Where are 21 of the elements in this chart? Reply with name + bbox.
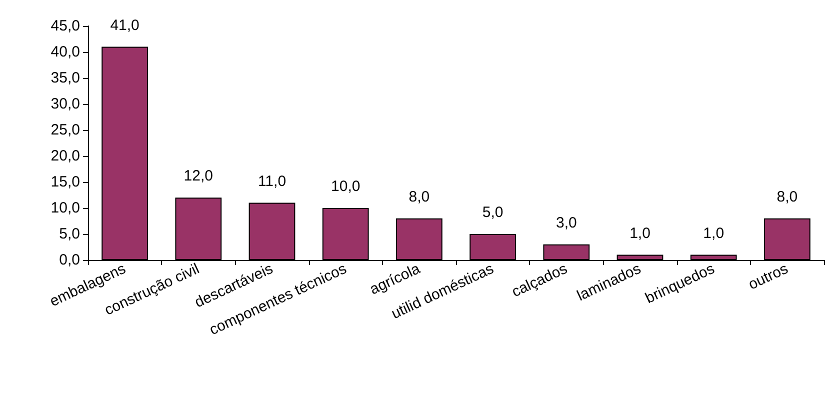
- y-tick-label: 30,0: [50, 96, 80, 112]
- data-label: 8,0: [776, 188, 798, 206]
- y-tick-label: 45,0: [50, 18, 80, 34]
- x-tick-label: outros: [746, 260, 791, 294]
- data-label: 8,0: [408, 188, 430, 206]
- y-tick-label: 15,0: [50, 174, 80, 190]
- y-tick-label: 0,0: [59, 252, 80, 268]
- data-label: 11,0: [258, 172, 286, 190]
- data-label: 1,0: [630, 224, 650, 242]
- data-label: 12,0: [184, 168, 213, 185]
- data-label: 5,0: [482, 204, 504, 221]
- y-tick-label: 20,0: [50, 148, 80, 164]
- y-tick-label: 40,0: [50, 44, 80, 60]
- data-label: 10,0: [331, 178, 360, 195]
- data-label: 41,0: [110, 16, 140, 34]
- data-label: 1,0: [703, 224, 724, 242]
- y-tick-label: 10,0: [50, 200, 80, 216]
- data-label: 3,0: [556, 214, 577, 232]
- y-tick-label: 5,0: [59, 226, 80, 242]
- y-tick-label: 25,0: [50, 122, 80, 138]
- y-tick-label: 35,0: [50, 70, 80, 86]
